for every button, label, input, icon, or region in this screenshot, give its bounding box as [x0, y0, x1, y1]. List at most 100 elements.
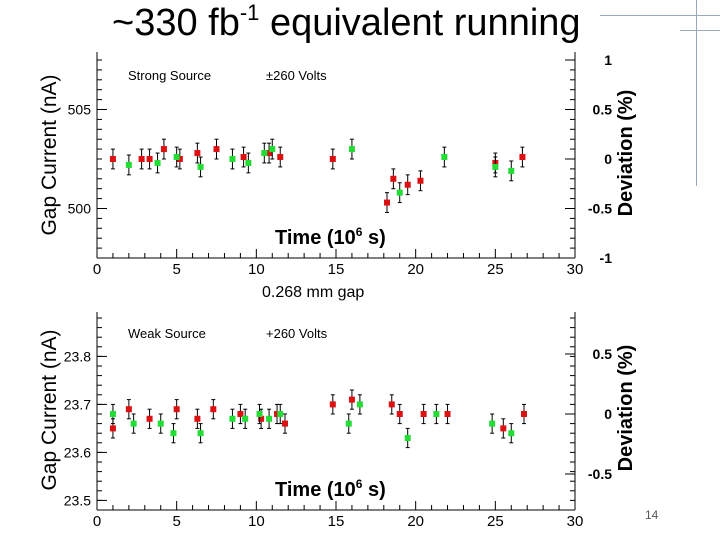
data-point	[160, 146, 167, 153]
series-green	[125, 138, 515, 204]
x-tick-label: 0	[93, 261, 101, 278]
panel-annotation-source: Strong Source	[128, 68, 211, 83]
data-point	[489, 420, 496, 427]
data-point	[356, 401, 363, 408]
data-point	[269, 146, 276, 153]
y-tick-label: 505	[68, 102, 92, 118]
title-exponent: -1	[239, 0, 260, 25]
data-point	[240, 154, 247, 161]
data-point	[213, 146, 220, 153]
data-point	[194, 150, 201, 157]
series-green	[109, 394, 515, 449]
x-tick-label: 5	[172, 261, 180, 278]
data-point	[417, 177, 424, 184]
right-tick-label: -0.5	[588, 201, 612, 217]
x-tick-label: 30	[567, 513, 584, 530]
data-point	[237, 411, 244, 417]
data-point	[261, 150, 268, 157]
data-point	[277, 411, 284, 417]
data-point	[433, 411, 440, 417]
title-prefix: ~330 fb	[112, 2, 240, 44]
y-axis-label: Gap Current (nA)	[38, 74, 61, 235]
data-point	[229, 415, 236, 422]
right-axis-label: Deviation (%)	[615, 90, 637, 217]
x-tick-label: 10	[248, 261, 265, 278]
data-point	[274, 411, 281, 417]
data-point	[173, 154, 180, 161]
decorative-line-vertical	[696, 0, 697, 186]
data-point	[266, 150, 273, 157]
data-point	[390, 175, 397, 182]
x-axis-label: Time (106 s)	[275, 225, 386, 249]
right-tick-label: 0.5	[593, 102, 613, 118]
data-point	[109, 411, 116, 417]
data-point	[282, 420, 289, 427]
right-tick-label: -0.5	[588, 466, 612, 482]
data-point	[329, 156, 336, 162]
data-point	[197, 163, 204, 170]
data-point	[420, 411, 427, 417]
x-tick-label: 25	[487, 261, 504, 278]
x-tick-label: 20	[407, 261, 424, 278]
x-tick-label: 25	[487, 513, 504, 530]
data-point	[519, 154, 526, 161]
y-axis-label: Gap Current (nA)	[38, 329, 61, 490]
data-point	[383, 199, 390, 206]
data-point	[146, 156, 153, 162]
right-tick-label: 1	[604, 52, 612, 68]
y-tick-label: 23.7	[64, 396, 91, 412]
y-tick-label: 23.5	[64, 492, 91, 508]
y-tick-label: 23.6	[64, 444, 91, 460]
data-point	[348, 396, 355, 403]
right-axis-label: Deviation (%)	[615, 345, 637, 472]
data-point	[508, 430, 515, 437]
data-point	[441, 154, 448, 161]
data-point	[176, 156, 183, 162]
data-point	[109, 156, 116, 162]
data-point	[229, 156, 236, 162]
data-point	[170, 430, 177, 437]
data-point	[130, 420, 137, 427]
data-point	[521, 411, 528, 417]
panel-annotation-voltage: +260 Volts	[266, 326, 328, 341]
data-point	[348, 146, 355, 153]
x-tick-label: 30	[567, 261, 584, 278]
data-point	[245, 159, 252, 166]
chart-panel-bottom: 0 5 10 15 20 25 30 23.5 23.6 23.7 23.8 0.5 0 -0.5 Gap …	[38, 312, 637, 530]
data-point	[146, 415, 153, 422]
panel-annotation-voltage: ±260 Volts	[266, 68, 327, 83]
page-number: 14	[645, 508, 659, 522]
data-point	[404, 181, 411, 188]
slide-title: ~330 fb-1 equivalent running	[112, 2, 581, 44]
data-point	[138, 156, 145, 162]
data-point	[157, 420, 164, 427]
right-tick-label: 0.5	[593, 346, 613, 362]
data-point	[194, 415, 201, 422]
data-point	[109, 425, 116, 432]
data-point	[173, 406, 180, 413]
x-tick-label: 5	[172, 513, 180, 530]
decorative-line-short	[680, 30, 720, 31]
data-point	[125, 406, 132, 413]
x-tick-label: 15	[328, 261, 345, 278]
x-tick-label: 0	[93, 513, 101, 530]
data-point	[154, 159, 161, 166]
data-point	[444, 411, 451, 417]
x-tick-label: 15	[328, 513, 345, 530]
gap-caption: 0.268 mm gap	[262, 284, 365, 301]
series-red	[109, 138, 526, 213]
decorative-line-horizontal	[600, 15, 720, 16]
data-point	[266, 415, 273, 422]
data-point	[396, 189, 403, 196]
data-point	[329, 401, 336, 408]
panel-annotation-source: Weak Source	[128, 326, 206, 341]
right-tick-label: 0	[604, 151, 612, 167]
data-point	[197, 430, 204, 437]
x-axis-label: Time (106 s)	[275, 477, 386, 501]
data-point	[404, 435, 411, 441]
data-point	[508, 167, 515, 174]
data-point	[396, 411, 403, 417]
data-point	[210, 406, 217, 413]
y-tick-label: 500	[68, 201, 92, 217]
